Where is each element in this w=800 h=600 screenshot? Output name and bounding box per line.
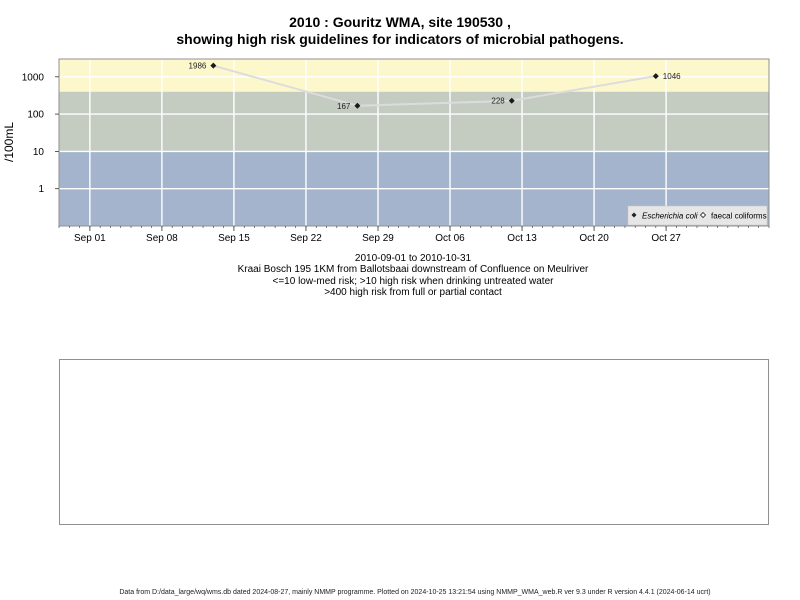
ecoli-data-label: 1986 bbox=[189, 62, 207, 71]
chart-title: 2010 : Gouritz WMA, site 190530 , bbox=[289, 14, 511, 30]
ecoli-point bbox=[508, 97, 515, 104]
series-ecoli: 1986 167 228 1046 bbox=[189, 62, 682, 111]
risk-band-2 bbox=[59, 59, 769, 92]
legend-box bbox=[627, 205, 768, 226]
ecoli-data-label: 1046 bbox=[663, 72, 681, 81]
y-axis-label: /100mL bbox=[2, 122, 16, 162]
ecoli-point bbox=[354, 102, 361, 109]
x-tick-label: Sep 29 bbox=[362, 233, 394, 244]
microbial-risk-chart: Sep 01 Sep 08 Sep 15 Sep 22 Sep 29 Oct 06 Oct … bbox=[2, 58, 770, 244]
legend: Escherichia coli faecal coliforms bbox=[627, 205, 768, 226]
site-description: Kraai Bosch 195 1KM from Ballotsbaai dow… bbox=[237, 264, 589, 275]
x-tick-label: Sep 22 bbox=[290, 233, 322, 244]
y-tick-label: 10 bbox=[33, 147, 45, 158]
guideline-drinking: <=10 low-med risk; >10 high risk when dr… bbox=[272, 276, 554, 287]
legend-marker-faecal bbox=[699, 211, 707, 219]
risk-bands bbox=[59, 59, 769, 226]
legend-label-faecal: faecal coliforms bbox=[711, 212, 767, 221]
plot-frame bbox=[58, 58, 770, 227]
ecoli-series-line bbox=[213, 64, 656, 107]
chart-subtitle: showing high risk guidelines for indicat… bbox=[176, 31, 624, 47]
ecoli-point bbox=[652, 73, 659, 80]
ecoli-data-label: 167 bbox=[337, 102, 351, 111]
x-tick-label: Oct 06 bbox=[435, 233, 465, 244]
grid-lines bbox=[59, 59, 769, 226]
legend-label-ecoli: Escherichia coli bbox=[642, 212, 698, 221]
risk-band-1 bbox=[59, 91, 769, 152]
y-tick-label: 1000 bbox=[22, 72, 45, 83]
x-axis: Sep 01 Sep 08 Sep 15 Sep 22 Sep 29 Oct 06 Oct … bbox=[58, 226, 770, 244]
y-tick-label: 100 bbox=[27, 110, 44, 121]
y-axis: 1 10 100 1000 bbox=[22, 72, 59, 195]
period-text: 2010-09-01 to 2010-10-31 bbox=[354, 253, 472, 264]
x-tick-label: Sep 08 bbox=[146, 233, 178, 244]
y-tick-label: 1 bbox=[38, 184, 44, 195]
x-tick-label: Oct 27 bbox=[651, 233, 681, 244]
guideline-contact: >400 high risk from full or partial cont… bbox=[324, 287, 502, 298]
x-tick-label: Oct 13 bbox=[507, 233, 537, 244]
empty-plot-panel bbox=[59, 359, 769, 525]
x-tick-label: Oct 20 bbox=[579, 233, 609, 244]
ecoli-point bbox=[210, 62, 217, 69]
x-tick-label: Sep 15 bbox=[218, 233, 250, 244]
legend-marker-ecoli bbox=[631, 212, 637, 218]
ecoli-data-label: 228 bbox=[491, 97, 505, 106]
x-tick-label: Sep 01 bbox=[74, 233, 106, 244]
footer-note: Data from D:/data_large/wq/wms.db dated … bbox=[119, 589, 711, 596]
